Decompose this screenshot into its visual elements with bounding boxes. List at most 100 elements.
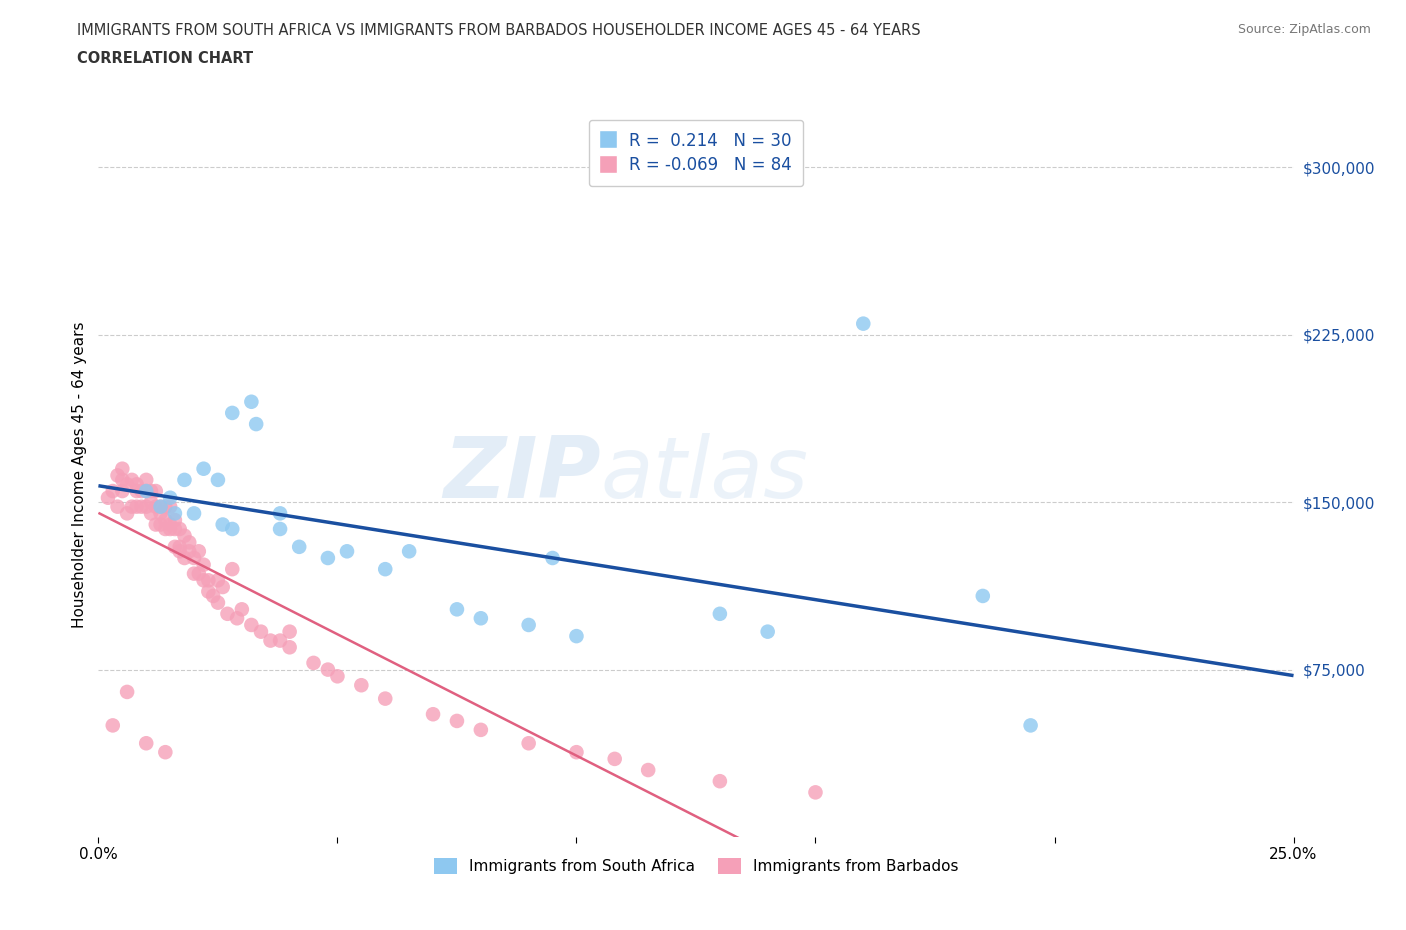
Point (302, 656, 325, 671)
Point (179, 544, 201, 559)
Point (202, 589, 225, 604)
Point (269, 522, 291, 537)
Point (125, 484, 148, 498)
Point (155, 522, 177, 537)
Point (135, 484, 157, 498)
Point (169, 539, 191, 554)
Point (173, 472, 195, 487)
Point (111, 472, 134, 487)
Point (217, 606, 239, 621)
Point (278, 640, 301, 655)
Point (1019, 718, 1042, 733)
Point (131, 484, 153, 498)
Point (852, 316, 875, 331)
Point (374, 691, 396, 706)
Point (145, 484, 167, 498)
Point (541, 551, 564, 565)
Point (350, 678, 373, 693)
Point (187, 566, 209, 581)
Point (135, 499, 157, 514)
Point (115, 684, 138, 699)
Text: CORRELATION CHART: CORRELATION CHART (77, 51, 253, 66)
Point (163, 506, 186, 521)
Point (709, 606, 731, 621)
Point (183, 506, 205, 521)
Point (207, 573, 229, 588)
Point (125, 499, 148, 514)
Point (316, 551, 339, 565)
Point (326, 669, 349, 684)
Point (240, 394, 263, 409)
Legend: Immigrants from South Africa, Immigrants from Barbados: Immigrants from South Africa, Immigrants… (427, 852, 965, 880)
Point (231, 602, 253, 617)
Point (115, 477, 138, 492)
Point (107, 499, 129, 514)
Point (163, 522, 186, 537)
Point (269, 506, 291, 521)
Point (470, 611, 492, 626)
Point (187, 544, 209, 559)
Point (173, 551, 195, 565)
Point (131, 499, 153, 514)
Point (101, 718, 124, 733)
Point (183, 566, 205, 581)
Point (709, 774, 731, 789)
Point (245, 417, 267, 432)
Y-axis label: Householder Income Ages 45 - 64 years: Householder Income Ages 45 - 64 years (72, 321, 87, 628)
Point (288, 539, 311, 554)
Point (163, 539, 186, 554)
Point (398, 544, 420, 559)
Point (159, 490, 181, 505)
Point (145, 499, 167, 514)
Point (211, 579, 233, 594)
Point (111, 484, 134, 498)
Point (756, 624, 779, 639)
Point (121, 472, 143, 487)
Point (446, 713, 468, 728)
Point (193, 573, 215, 588)
Point (163, 512, 186, 527)
Point (316, 662, 339, 677)
Point (169, 522, 191, 537)
Point (422, 707, 444, 722)
Point (336, 544, 359, 559)
Point (250, 624, 273, 639)
Point (149, 499, 172, 514)
Point (135, 736, 157, 751)
Point (197, 584, 219, 599)
Point (97, 490, 120, 505)
Point (149, 499, 172, 514)
Point (121, 499, 143, 514)
Point (446, 602, 468, 617)
Point (804, 785, 827, 800)
Point (517, 618, 540, 632)
Point (115, 506, 138, 521)
Point (207, 595, 229, 610)
Point (517, 736, 540, 751)
Point (269, 633, 291, 648)
Point (197, 573, 219, 588)
Point (125, 477, 148, 492)
Point (221, 562, 243, 577)
Point (135, 484, 157, 498)
Text: IMMIGRANTS FROM SOUTH AFRICA VS IMMIGRANTS FROM BARBADOS HOUSEHOLDER INCOME AGES: IMMIGRANTS FROM SOUTH AFRICA VS IMMIGRAN… (77, 23, 921, 38)
Point (565, 745, 588, 760)
Point (149, 517, 172, 532)
Point (159, 522, 181, 537)
Point (193, 461, 215, 476)
Point (211, 517, 233, 532)
Point (155, 512, 177, 527)
Point (221, 405, 243, 420)
Point (259, 633, 281, 648)
Point (221, 522, 243, 537)
Point (139, 484, 162, 498)
Point (111, 461, 134, 476)
Point (135, 472, 157, 487)
Point (207, 472, 229, 487)
Point (139, 495, 162, 510)
Text: ZIP: ZIP (443, 432, 600, 516)
Point (145, 517, 167, 532)
Text: Source: ZipAtlas.com: Source: ZipAtlas.com (1237, 23, 1371, 36)
Point (603, 751, 626, 766)
Point (193, 557, 215, 572)
